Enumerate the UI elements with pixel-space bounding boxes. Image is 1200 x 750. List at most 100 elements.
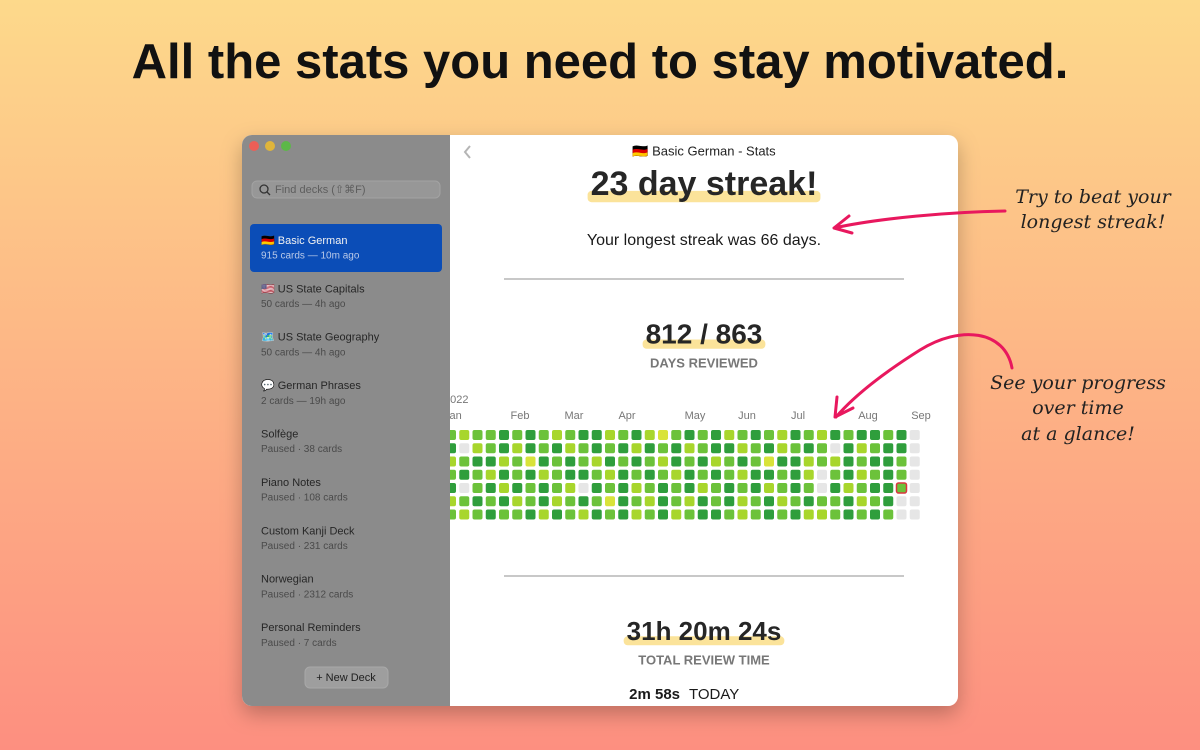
day-cell — [724, 509, 735, 520]
day-cell — [684, 483, 695, 493]
day-cell — [883, 509, 894, 520]
day-cell — [856, 456, 867, 467]
day-cell — [605, 443, 615, 454]
day-cell — [459, 469, 470, 480]
day-cell — [697, 469, 708, 480]
day-cell — [578, 509, 589, 520]
day-cell — [631, 456, 642, 467]
day-cell — [790, 443, 801, 454]
day-cell — [684, 430, 695, 440]
day-cell — [578, 430, 589, 440]
new-deck-label[interactable]: + New Deck — [316, 672, 376, 684]
day-cell — [671, 469, 682, 480]
day-cell — [605, 483, 615, 493]
day-cell — [843, 456, 854, 467]
annotation: at a glance! — [1021, 423, 1135, 445]
new-deck-button[interactable] — [304, 666, 389, 689]
day-cell — [450, 456, 456, 467]
day-cell — [631, 509, 642, 520]
day-cell — [737, 469, 748, 480]
deck-detail: Paused · 108 cards — [261, 493, 348, 504]
day-cell — [883, 469, 894, 480]
zoom-button[interactable] — [281, 141, 291, 151]
day-cell — [777, 430, 788, 440]
close-button[interactable] — [249, 141, 259, 151]
day-cell — [830, 469, 841, 480]
day-cell — [525, 443, 536, 454]
today-label: TODAY — [689, 686, 739, 703]
day-cell — [605, 469, 615, 480]
deck-name: 🇩🇪 Basic German — [261, 234, 347, 247]
day-cell — [512, 496, 523, 507]
day-cell — [737, 443, 748, 454]
day-cell — [565, 456, 576, 467]
day-cell — [552, 469, 562, 480]
year-label: 2022 — [444, 394, 468, 406]
day-cell — [591, 430, 602, 440]
day-cell — [764, 509, 774, 520]
day-cell — [459, 496, 470, 507]
day-cell — [870, 430, 880, 440]
day-cell — [538, 456, 549, 467]
day-cell — [803, 496, 814, 507]
day-cell — [843, 469, 854, 480]
search-field[interactable] — [251, 180, 441, 199]
day-cell — [658, 496, 668, 507]
day-cell — [830, 443, 841, 454]
day-cell — [870, 483, 880, 493]
day-cell — [856, 509, 867, 520]
day-cell — [538, 430, 549, 440]
back-button[interactable] — [463, 145, 471, 159]
day-cell — [843, 509, 854, 520]
day-cell — [472, 483, 483, 493]
day-cell — [777, 456, 788, 467]
day-cell — [618, 430, 629, 440]
annotation: See your progress — [990, 372, 1166, 394]
day-cell — [565, 469, 576, 480]
month-label: Apr — [618, 410, 635, 422]
minimize-button[interactable] — [265, 141, 275, 151]
deck-name: Norwegian — [261, 574, 314, 586]
day-cell — [856, 496, 867, 507]
day-cell — [697, 483, 708, 493]
day-cell — [485, 483, 496, 493]
day-cell — [618, 496, 629, 507]
day-cell — [909, 509, 920, 520]
day-cell — [525, 496, 536, 507]
day-cell — [658, 456, 668, 467]
day-cell — [750, 509, 761, 520]
day-cell — [711, 509, 721, 520]
day-cell — [684, 443, 695, 454]
day-cell — [565, 496, 576, 507]
day-cell — [830, 456, 841, 467]
day-cell — [658, 430, 668, 440]
day-cell — [790, 483, 801, 493]
day-cell — [485, 443, 496, 454]
day-cell — [870, 456, 880, 467]
day-cell — [870, 496, 880, 507]
day-cell — [803, 483, 814, 493]
day-cell — [644, 509, 655, 520]
day-cell — [618, 443, 629, 454]
day-cell — [896, 430, 907, 440]
day-cell — [750, 483, 761, 493]
day-cell — [777, 496, 788, 507]
day-cell — [684, 496, 695, 507]
day-cell — [830, 509, 841, 520]
day-cell — [591, 469, 602, 480]
day-cell — [525, 456, 536, 467]
day-cell — [512, 483, 523, 493]
day-cell — [671, 509, 682, 520]
day-cell — [870, 469, 880, 480]
day-cell — [671, 456, 682, 467]
day-cell — [843, 430, 854, 440]
day-cell — [750, 456, 761, 467]
day-cell — [684, 469, 695, 480]
day-cell — [817, 430, 827, 440]
month-label: May — [685, 410, 706, 422]
deck-name: Personal Reminders — [261, 622, 361, 634]
arrow — [833, 333, 1014, 419]
day-cell — [499, 456, 509, 467]
day-cell — [459, 509, 470, 520]
day-cell — [485, 469, 496, 480]
